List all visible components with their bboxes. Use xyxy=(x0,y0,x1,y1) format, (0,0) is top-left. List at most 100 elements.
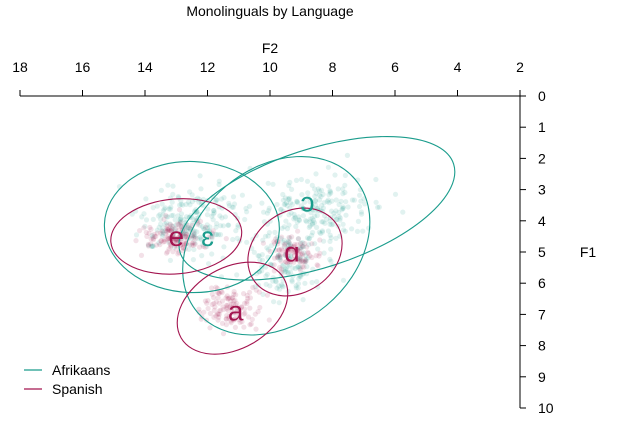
data-point xyxy=(175,213,181,219)
data-point xyxy=(239,192,245,198)
data-point xyxy=(226,313,232,320)
data-point xyxy=(323,216,330,222)
data-point xyxy=(234,301,240,307)
data-point xyxy=(305,195,311,201)
data-point xyxy=(280,239,286,245)
data-point xyxy=(274,255,280,261)
data-point xyxy=(304,235,311,241)
data-point xyxy=(351,197,357,203)
data-point xyxy=(223,295,229,301)
ellipse-spanish xyxy=(176,261,289,355)
data-point xyxy=(218,223,224,229)
data-point xyxy=(278,266,284,272)
data-point xyxy=(287,242,293,248)
vowel-label-afrikaans: ɛ xyxy=(201,221,214,252)
data-point xyxy=(299,264,306,270)
data-point xyxy=(204,300,210,306)
data-point xyxy=(185,225,191,231)
data-point xyxy=(214,290,220,296)
data-point xyxy=(174,237,180,243)
data-point xyxy=(319,219,325,225)
data-point xyxy=(300,213,306,219)
data-point xyxy=(215,317,221,323)
data-point xyxy=(170,191,176,197)
data-point xyxy=(286,196,292,203)
data-point xyxy=(226,200,232,206)
data-point xyxy=(333,235,339,241)
data-point xyxy=(265,247,271,253)
data-point xyxy=(216,311,222,317)
data-point xyxy=(289,244,295,250)
data-point xyxy=(230,316,236,323)
data-point xyxy=(309,241,315,247)
data-point xyxy=(149,243,155,249)
data-point xyxy=(170,183,176,189)
data-point xyxy=(295,228,301,234)
data-point xyxy=(327,218,333,224)
data-point xyxy=(209,230,215,236)
data-point xyxy=(326,192,332,198)
data-point xyxy=(251,249,257,255)
data-point xyxy=(339,207,345,213)
data-point xyxy=(176,221,182,227)
data-point xyxy=(165,228,171,234)
data-point xyxy=(285,245,291,251)
data-point xyxy=(266,317,272,323)
data-point xyxy=(219,298,225,304)
data-point xyxy=(227,295,233,301)
data-point xyxy=(305,249,311,255)
data-point xyxy=(217,232,224,238)
data-point xyxy=(304,219,310,225)
data-point xyxy=(160,230,166,236)
data-point xyxy=(343,199,349,205)
data-point xyxy=(178,242,184,248)
data-point xyxy=(156,213,162,219)
data-point xyxy=(340,277,347,283)
data-point xyxy=(309,279,315,286)
data-point xyxy=(288,243,294,249)
data-point xyxy=(336,209,342,215)
data-point xyxy=(220,331,227,337)
data-point xyxy=(227,304,233,310)
ellipse-layer xyxy=(103,135,456,355)
data-point xyxy=(277,257,283,263)
data-point xyxy=(209,231,215,237)
data-point xyxy=(167,257,173,263)
data-point xyxy=(285,242,292,248)
data-point xyxy=(177,217,183,223)
data-point xyxy=(252,284,258,290)
data-point xyxy=(300,252,306,258)
data-point xyxy=(172,217,178,223)
y-tick-label: 0 xyxy=(538,88,546,104)
data-point xyxy=(214,197,220,203)
data-point xyxy=(271,299,277,305)
data-point xyxy=(196,211,202,218)
data-point xyxy=(133,238,139,244)
data-point xyxy=(293,223,299,230)
data-point xyxy=(319,202,325,209)
data-point xyxy=(275,252,281,259)
data-point xyxy=(199,237,205,243)
data-point xyxy=(175,194,181,200)
data-point xyxy=(307,199,313,205)
data-point xyxy=(291,249,297,255)
data-point xyxy=(193,235,199,241)
data-point xyxy=(139,214,145,220)
data-point xyxy=(232,324,238,330)
data-point xyxy=(171,233,177,239)
data-point xyxy=(153,233,159,240)
y-tick-label: 1 xyxy=(538,119,546,135)
data-point xyxy=(249,316,255,322)
data-point xyxy=(316,229,322,235)
data-point xyxy=(158,238,164,244)
data-point xyxy=(194,229,200,235)
data-point xyxy=(321,250,327,256)
data-point xyxy=(247,322,253,328)
data-point xyxy=(284,240,290,246)
data-point xyxy=(304,178,311,184)
data-point xyxy=(241,291,247,297)
data-point xyxy=(212,231,219,238)
data-point xyxy=(230,301,236,307)
data-point xyxy=(359,211,365,217)
